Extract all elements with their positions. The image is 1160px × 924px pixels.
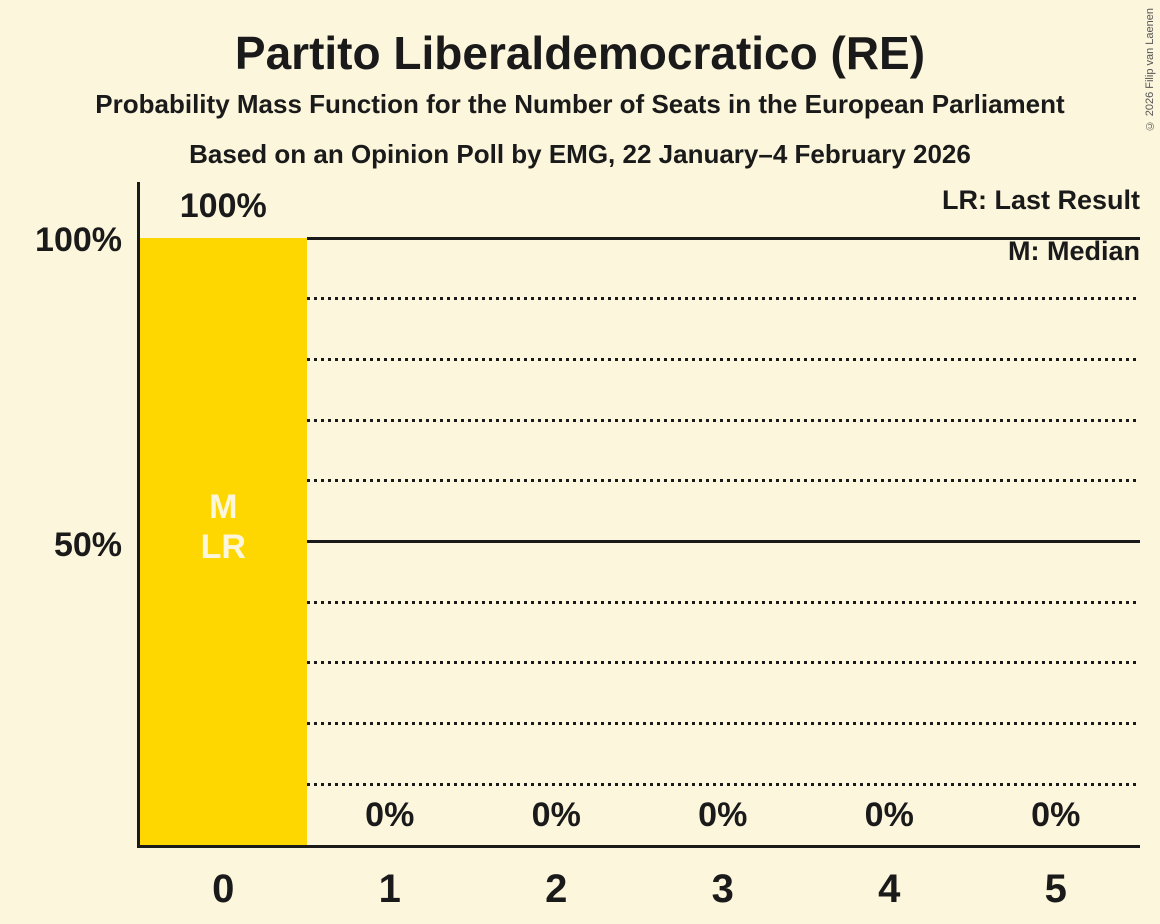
gridline-solid-50pct — [306, 540, 1140, 543]
x-axis-tick-label-5: 5 — [1044, 867, 1067, 911]
value-label-seat-3: 0% — [698, 796, 748, 834]
annotation-line-m: M — [209, 488, 238, 526]
chart-subtitle: Probability Mass Function for the Number… — [95, 89, 1065, 119]
gridline-dotted-20pct — [306, 722, 1140, 726]
copyright-notice: © 2026 Filip van Laenen — [1144, 8, 1156, 132]
x-axis-tick-label-3: 3 — [711, 867, 734, 911]
legend-last-result: LR: Last Result — [941, 185, 1140, 215]
gridline-dotted-90pct — [306, 297, 1140, 301]
bar-seat-0 — [140, 238, 307, 845]
y-axis-label-100: 100% — [35, 221, 122, 259]
poll-source-line: Based on an Opinion Poll by EMG, 22 Janu… — [189, 139, 971, 169]
x-axis-line — [137, 845, 1140, 848]
legend-median: M: Median — [1008, 236, 1140, 266]
value-label-seat-2: 0% — [531, 796, 581, 834]
gridline-dotted-80pct — [306, 357, 1140, 361]
gridline-dotted-70pct — [306, 418, 1140, 422]
x-axis-tick-label-4: 4 — [878, 867, 901, 911]
gridline-dotted-60pct — [306, 479, 1140, 483]
value-label-seat-5: 0% — [1031, 796, 1081, 834]
value-label-seat-1: 0% — [365, 796, 415, 834]
value-label-seat-0: 100% — [179, 187, 267, 225]
value-label-seat-4: 0% — [864, 796, 914, 834]
annotation-line-lr: LR — [200, 528, 246, 566]
y-axis-line — [137, 182, 140, 848]
gridline-solid-100pct — [306, 236, 1140, 240]
gridline-dotted-40pct — [306, 600, 1140, 604]
median-last-result-annotation: M LR — [143, 487, 303, 567]
x-axis-tick-label-0: 0 — [212, 867, 235, 911]
gridline-dotted-30pct — [306, 661, 1140, 665]
chart-title: Partito Liberaldemocratico (RE) — [234, 27, 926, 79]
y-axis-label-50: 50% — [53, 526, 122, 564]
gridline-dotted-10pct — [306, 782, 1140, 786]
x-axis-tick-label-2: 2 — [545, 867, 568, 911]
x-axis-tick-label-1: 1 — [378, 867, 401, 911]
